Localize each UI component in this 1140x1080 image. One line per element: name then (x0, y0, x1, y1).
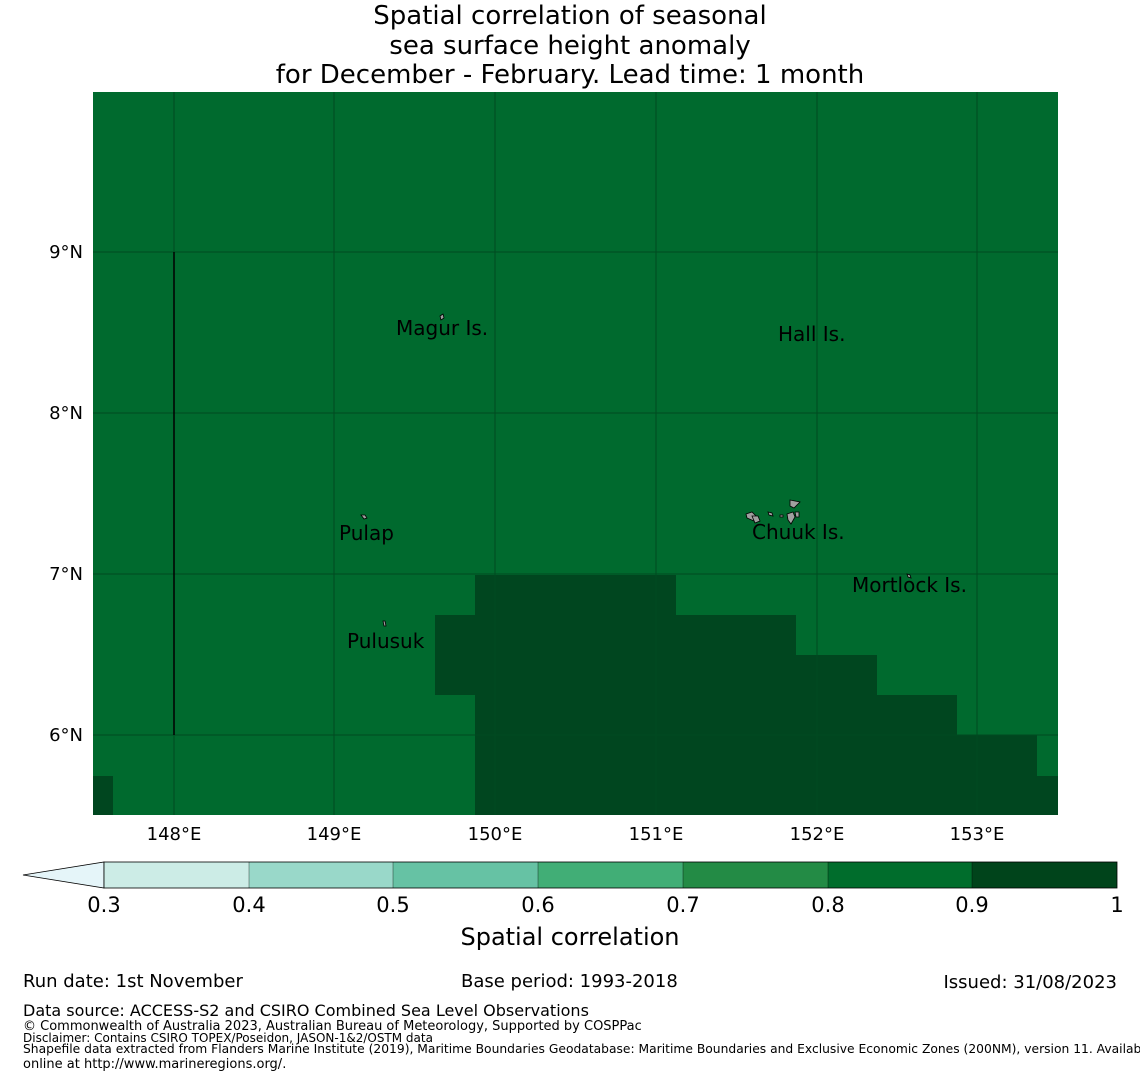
lat-label-9n: 9°N (49, 242, 83, 263)
colorbar-tick-0-3: 0.3 (87, 893, 120, 917)
issued-date: Issued: 31/08/2023 (943, 972, 1117, 993)
place-label-chuuk: Chuuk Is. (752, 520, 845, 544)
lat-label-6n: 6°N (49, 725, 83, 746)
island-pulusuk (382, 620, 387, 627)
map-title: Spatial correlation of seasonal sea surf… (0, 1, 1140, 91)
colorbar-bin-0-3 (104, 862, 249, 888)
colorbar-bin-0-5 (393, 862, 538, 888)
colorbar-label: Spatial correlation (460, 923, 679, 951)
shapefile-credit-line-2: online at http://www.marineregions.org/. (23, 1057, 287, 1072)
colorbar-bin-0-9 (972, 862, 1117, 888)
colorbar: 0.3 0.4 0.5 0.6 0.7 0.8 0.9 1 Spatial co… (22, 861, 1124, 951)
lat-label-8n: 8°N (49, 403, 83, 424)
high-correlation-region (435, 575, 1058, 815)
colorbar-extend-triangle (22, 861, 105, 889)
lat-label-7n: 7°N (49, 564, 83, 585)
colorbar-tick-0-4: 0.4 (232, 893, 265, 917)
place-label-hall: Hall Is. (778, 322, 845, 346)
colorbar-tick-0-6: 0.6 (521, 893, 554, 917)
island-chuuk-6 (794, 511, 800, 518)
data-source: Data source: ACCESS-S2 and CSIRO Combine… (23, 1001, 589, 1020)
title-line-2: sea surface height anomaly (389, 30, 751, 61)
place-labels: Magur Is. Hall Is. Pulap Chuuk Is. Mortl… (339, 316, 967, 653)
base-period: Base period: 1993-2018 (461, 971, 678, 992)
island-mortlock (906, 573, 912, 579)
lon-label-150e: 150°E (468, 824, 523, 845)
island-magur (439, 313, 445, 321)
island-chuuk-1 (789, 499, 801, 509)
place-label-pulusuk: Pulusuk (347, 629, 425, 653)
lon-label-153e: 153°E (950, 824, 1005, 845)
colorbar-ticks: 0.3 0.4 0.5 0.6 0.7 0.8 0.9 1 (87, 893, 1123, 917)
island-chuuk-7 (779, 514, 784, 518)
lon-label-151e: 151°E (629, 824, 684, 845)
colorbar-outline (103, 861, 1118, 889)
longitude-axis: 148°E 149°E 150°E 151°E 152°E 153°E (147, 824, 1005, 845)
title-line-3: for December - February. Lead time: 1 mo… (275, 60, 865, 90)
colorbar-tick-0-5: 0.5 (376, 893, 409, 917)
run-date: Run date: 1st November (23, 971, 243, 992)
latitude-axis: 9°N 8°N 7°N 6°N (49, 242, 83, 746)
colorbar-dividers (248, 862, 973, 888)
colorbar-bin-0-8 (828, 862, 972, 888)
lon-label-152e: 152°E (790, 824, 845, 845)
copyright: © Commonwealth of Australia 2023, Austra… (23, 1019, 642, 1034)
colorbar-bin-0-6 (538, 862, 683, 888)
place-label-magur: Magur Is. (396, 316, 488, 340)
disclaimer: Disclaimer: Contains CSIRO TOPEX/Poseido… (23, 1031, 433, 1045)
colorbar-bin-0-4 (249, 862, 393, 888)
shapefile-credit-line-1: Shapefile data extracted from Flanders M… (23, 1042, 1140, 1056)
colorbar-bin-0-7 (683, 862, 828, 888)
title-line-1: Spatial correlation of seasonal (373, 1, 767, 31)
correlation-map: Magur Is. Hall Is. Pulap Chuuk Is. Mortl… (93, 92, 1058, 815)
island-chuuk-5 (786, 511, 796, 525)
island-chuuk-4 (767, 511, 774, 517)
high-correlation-corner-cell (93, 776, 113, 815)
colorbar-tick-0-9: 0.9 (955, 893, 988, 917)
island-chuuk-3 (751, 515, 761, 524)
colorbar-tick-0-7: 0.7 (666, 893, 699, 917)
lon-label-148e: 148°E (147, 824, 202, 845)
islands (360, 313, 912, 627)
place-label-mortlock: Mortlock Is. (852, 573, 967, 597)
lon-label-149e: 149°E (307, 824, 362, 845)
colorbar-tick-0-8: 0.8 (811, 893, 844, 917)
colorbar-tick-1: 1 (1110, 893, 1123, 917)
place-label-pulap: Pulap (339, 521, 394, 545)
island-pulap (360, 514, 368, 520)
